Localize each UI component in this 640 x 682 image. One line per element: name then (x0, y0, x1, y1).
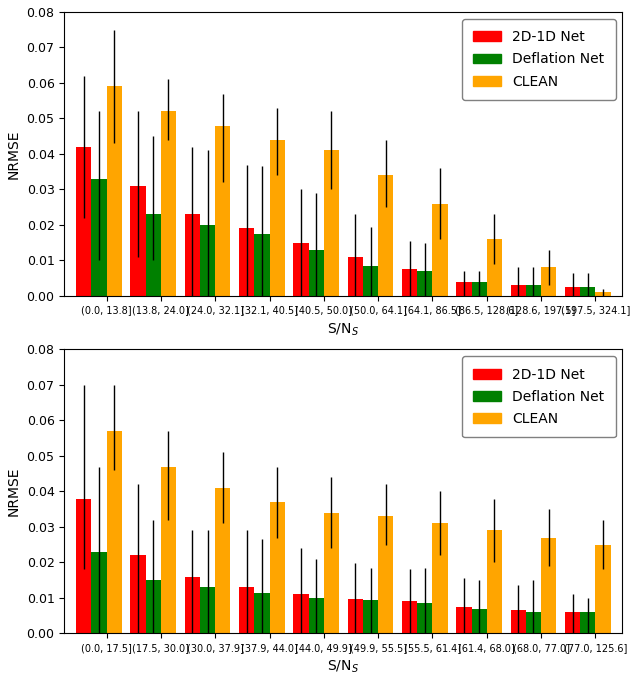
Bar (402, 269, 417, 296)
Bar (417, 603, 433, 634)
Bar (565, 612, 580, 634)
Legend: 2D-1D Net, Deflation Net, CLEAN: 2D-1D Net, Deflation Net, CLEAN (462, 357, 616, 437)
X-axis label: S/N$_S$: S/N$_S$ (328, 659, 359, 675)
Bar (293, 243, 308, 296)
Bar (324, 513, 339, 634)
Bar (76, 499, 92, 634)
Bar (215, 488, 230, 634)
Bar (378, 516, 394, 634)
Bar (269, 502, 285, 634)
Bar (402, 602, 417, 634)
Bar (456, 282, 472, 296)
Legend: 2D-1D Net, Deflation Net, CLEAN: 2D-1D Net, Deflation Net, CLEAN (462, 19, 616, 100)
Bar (254, 593, 269, 634)
Bar (363, 599, 378, 634)
Bar (363, 266, 378, 296)
Bar (487, 531, 502, 634)
Bar (200, 225, 215, 296)
Bar (146, 214, 161, 296)
Bar (185, 214, 200, 296)
Bar (433, 204, 447, 296)
Bar (511, 610, 526, 634)
Bar (417, 271, 433, 296)
Bar (107, 431, 122, 634)
Bar (472, 282, 487, 296)
Bar (215, 125, 230, 296)
Bar (293, 594, 308, 634)
Bar (146, 580, 161, 634)
Y-axis label: NRMSE: NRMSE (7, 466, 21, 516)
Bar (308, 250, 324, 296)
Bar (378, 175, 394, 296)
X-axis label: S/N$_S$: S/N$_S$ (328, 321, 359, 338)
Bar (565, 287, 580, 296)
Bar (541, 537, 556, 634)
Bar (185, 576, 200, 634)
Bar (92, 179, 107, 296)
Bar (541, 267, 556, 296)
Bar (526, 285, 541, 296)
Bar (269, 140, 285, 296)
Bar (239, 587, 254, 634)
Bar (348, 599, 363, 634)
Bar (580, 612, 595, 634)
Bar (456, 607, 472, 634)
Bar (472, 608, 487, 634)
Y-axis label: NRMSE: NRMSE (7, 129, 21, 179)
Bar (580, 287, 595, 296)
Bar (239, 228, 254, 296)
Bar (131, 186, 146, 296)
Bar (161, 466, 176, 634)
Bar (348, 257, 363, 296)
Bar (131, 555, 146, 634)
Bar (595, 545, 611, 634)
Bar (76, 147, 92, 296)
Bar (92, 552, 107, 634)
Bar (526, 612, 541, 634)
Bar (595, 293, 611, 296)
Bar (433, 523, 447, 634)
Bar (200, 587, 215, 634)
Bar (324, 150, 339, 296)
Bar (161, 111, 176, 296)
Bar (511, 285, 526, 296)
Bar (308, 598, 324, 634)
Bar (107, 87, 122, 296)
Bar (254, 234, 269, 296)
Bar (487, 239, 502, 296)
